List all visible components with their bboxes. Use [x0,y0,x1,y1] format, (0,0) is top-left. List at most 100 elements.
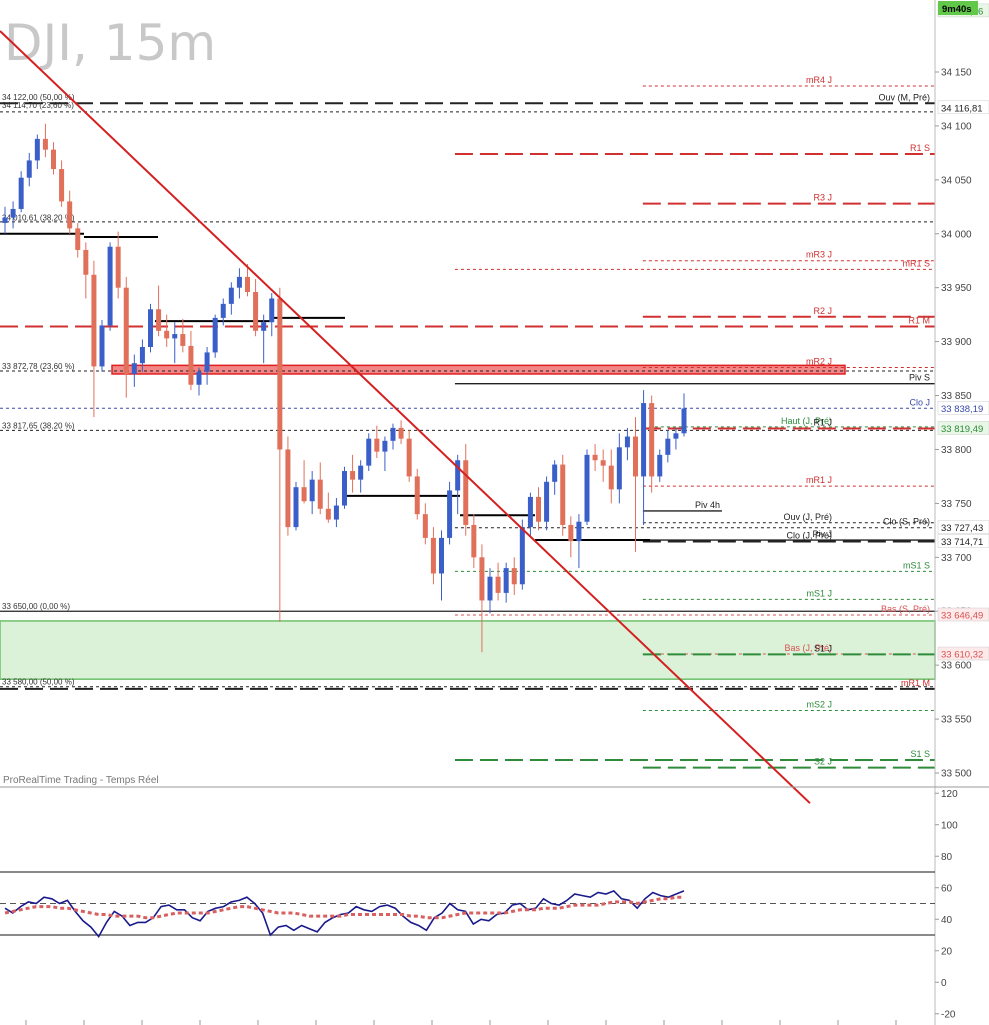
level-label: Bas (J, Pré) [784,643,832,653]
level-label: R1 M [908,316,930,326]
countdown-text: 9m40s [942,4,972,15]
candle-body [536,496,541,522]
price-tag-bg [937,534,989,548]
candle-body [309,479,315,502]
price-tick-label: 33 750 [941,499,972,510]
oscillator-axis-ticks: 120 100 80 60 40 20 0 -20 [935,789,958,1020]
level-label: Clo (S, Pré) [883,517,930,527]
level-label: mR1 S [902,258,930,268]
price-tag-bg [937,607,989,622]
countdown-tag: 9m40s [938,1,978,15]
candle-body [212,317,218,353]
fib-label: 33 580,00 (50,00 %) [2,678,75,687]
candle-body [665,438,671,455]
osc-tick-label: 100 [941,820,958,831]
candle-body [285,449,291,528]
level-label: Clo (J, Pré) [786,530,832,540]
candle-body [123,287,129,374]
candle-body [633,436,638,477]
credit-label: ProRealTime Trading - Temps Réel [3,775,159,786]
osc-tick-label: 60 [941,883,953,894]
candle-body [2,217,8,223]
price-tick-label: 33 900 [941,337,972,348]
trendline [0,30,811,804]
candle-body [180,334,186,346]
candle-body [471,524,477,558]
candle-body [51,149,56,170]
candle-body [172,334,178,339]
candle-body [527,496,533,528]
osc-series-line [4,895,684,920]
candle-body [269,298,275,323]
candle-body [204,352,210,372]
candle-body [156,309,162,331]
osc-tick-label: 120 [941,789,958,800]
price-tick-label: 33 500 [941,769,972,780]
candle-body [374,438,380,452]
candle-body [350,471,356,480]
level-label: R3 J [813,193,832,203]
candle-body [584,454,590,522]
candle-body [649,403,655,477]
candle-body [148,309,153,348]
candle-body [75,228,81,250]
candle-body [139,347,145,364]
candle-body [592,454,598,461]
level-label: Piv S [909,373,930,383]
price-tick-label: 33 600 [941,661,972,672]
candle-body [568,524,574,542]
candle-body [503,568,509,593]
fib-label: 33 817,65 (38,20 %) [2,421,75,430]
candle-body [600,460,606,466]
oscillator-pane: 120 100 80 60 40 20 0 -20 [0,789,958,1020]
candle-body [236,276,242,288]
countdown-bg [938,1,978,15]
level-label: mR4 J [806,75,832,85]
price-tag-bg [937,421,989,435]
candle-body [511,568,517,585]
candle-body [42,138,48,150]
candle-body [83,249,89,275]
candle-body [253,292,259,331]
candle-body [576,521,582,542]
candle-body [519,527,525,585]
fib-label: 34 122,00 (50,00 %) [2,93,75,102]
candle-body [67,201,73,229]
price-zone [111,364,846,375]
candle-body [382,440,388,452]
price-tick-label: 33 550 [941,715,972,726]
level-label: mR3 J [806,250,832,260]
price-tick-label: 33 800 [941,445,972,456]
candle-body [107,246,113,326]
price-axis: 34 150 34 100 34 050 34 000 33 950 33 900 33 8… [934,0,989,1025]
fib-label: 34 010,61 (38,20 %) [2,213,75,222]
level-label: mS1 J [806,588,832,598]
candle-body [657,454,663,477]
zones [0,364,936,680]
price-tag-text: 33 819,49 [941,424,983,435]
time-axis-ticks [25,1020,897,1025]
level-label: S1 J [814,643,832,653]
price-tick-label: 34 100 [941,121,972,132]
level-label: Ouv (M, Pré) [878,92,930,102]
oscillator-reference-lines [0,871,935,936]
candle-body [245,276,250,293]
candle-body [414,476,420,515]
candle-body [301,487,307,502]
level-label: R2 J [813,306,832,316]
candle-body [544,481,550,522]
price-tag-text: 34 116,81 [941,103,983,114]
level-label: mR1 M [901,678,930,688]
candle-body [430,537,436,574]
candle-body [390,427,396,441]
candlesticks [2,123,687,653]
candle-body [26,160,32,178]
candle-body [91,274,97,367]
candle-body [439,537,444,574]
fib-label: 34 114,70 (23,60 %) [2,101,74,110]
candle-body [366,438,372,466]
price-tick-label: 33 850 [941,391,972,402]
level-label: R1 S [910,143,930,153]
